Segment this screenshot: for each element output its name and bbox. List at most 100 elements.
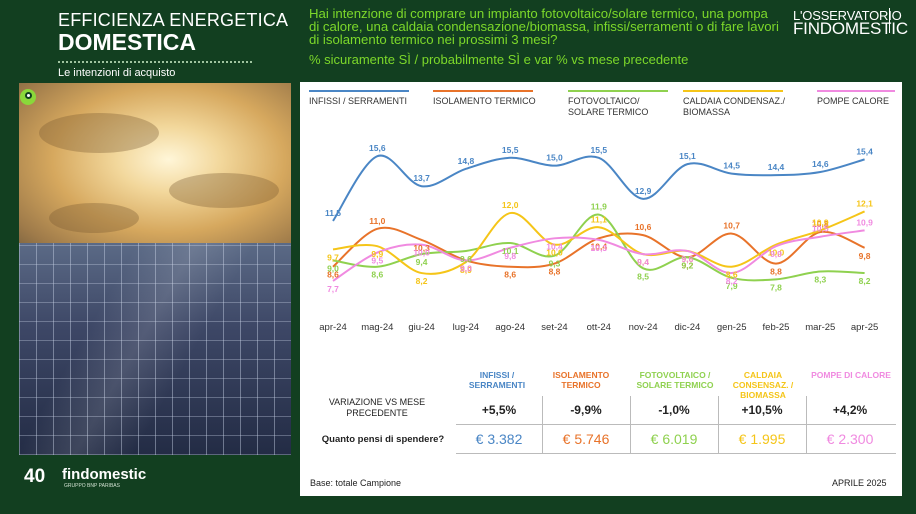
solar-panel-grid [19, 243, 291, 455]
brand-logo: L'OSSERVATORIO FINDOMESTIC [793, 9, 908, 37]
data-label: 10,1 [502, 246, 519, 256]
variation-cell: -9,9% [570, 403, 602, 417]
data-label: 9,2 [681, 260, 693, 270]
page-title-line2: DOMESTICA [58, 29, 196, 55]
x-tick-label: mar-25 [805, 322, 836, 333]
data-label: 11,5 [325, 208, 341, 218]
base-note: Base: totale Campione [310, 478, 402, 488]
data-label: 10,0 [546, 248, 563, 258]
data-label: 10,3 [591, 243, 608, 253]
table-header: FOTOVOLTAICO / SOLARE TERMICO [636, 370, 714, 390]
data-label: 9,0 [460, 263, 472, 273]
data-label: 8,2 [416, 276, 428, 286]
footer-logo-area [19, 455, 291, 514]
table-divider [718, 396, 719, 453]
data-label: 15,0 [546, 153, 563, 163]
cloud-shape [169, 173, 279, 208]
series-line [332, 210, 865, 275]
variation-cell: +10,5% [741, 403, 783, 417]
data-label: 9,6 [681, 254, 693, 264]
series-line [332, 229, 865, 282]
data-label: 8,2 [859, 276, 871, 286]
legend-item: POMPE CALORE [817, 90, 895, 107]
data-label: 9,8 [859, 251, 871, 261]
x-tick-label: set-24 [541, 322, 568, 333]
legend-label: CALDAIA CONDENSAZ./ BIOMASSA [683, 96, 786, 117]
legend-line [817, 90, 895, 92]
title-divider [58, 61, 252, 63]
x-tick-label: feb-25 [762, 322, 790, 333]
data-label: 8,8 [770, 267, 782, 277]
series-line [332, 213, 865, 282]
data-label: 8,5 [637, 271, 649, 281]
data-label: 9,9 [371, 249, 383, 259]
legend-label: FOTOVOLTAICO/ SOLARE TERMICO [568, 96, 649, 117]
data-label: 10,3 [413, 243, 430, 253]
legend-label: POMPE CALORE [817, 96, 890, 106]
data-label: 8,8 [549, 267, 561, 277]
data-label: 9,7 [327, 252, 339, 262]
page-subtitle: Le intenzioni di acquisto [58, 67, 176, 79]
data-label: 10,4 [546, 241, 563, 251]
variation-cell: +4,2% [832, 403, 868, 417]
data-label: 8,6 [726, 270, 738, 280]
data-label: 10,9 [812, 217, 829, 227]
variation-cell: +5,5% [481, 403, 517, 417]
data-label: 14,6 [812, 159, 829, 169]
table-divider [806, 396, 807, 453]
findomestic-logo: findomestic [62, 466, 147, 483]
table-header: POMPE DI CALORE [811, 370, 891, 380]
data-label: 10,6 [635, 222, 652, 232]
solar-panel-shine [19, 243, 291, 455]
data-label: 11,1 [591, 214, 607, 224]
data-label: 10,0 [768, 248, 785, 258]
legend-line [309, 90, 409, 92]
data-label: 9,4 [637, 257, 649, 267]
data-label: 8,2 [726, 276, 738, 286]
x-tick-label: gen-25 [716, 322, 747, 333]
data-label: 15,5 [502, 145, 519, 155]
data-label: 10,0 [413, 248, 430, 258]
sky-image [19, 83, 291, 253]
data-label: 12,0 [502, 200, 519, 210]
spend-cell: € 1.995 [738, 431, 786, 447]
legend-line [433, 90, 533, 92]
data-label: 9,0 [327, 263, 339, 273]
data-label: 9,9 [770, 249, 782, 259]
cloud-shape [49, 203, 139, 233]
spend-cell: € 5.746 [562, 431, 610, 447]
data-label: 8,6 [327, 270, 339, 280]
spend-row-label: Quanto pensi di spendere? [321, 434, 445, 445]
data-label: 7,7 [327, 284, 339, 294]
data-label: 9,4 [637, 257, 649, 267]
x-tick-label: nov-24 [628, 322, 658, 333]
findomestic-logo-sub: GRUPPO BNP PARIBAS [64, 483, 120, 489]
data-label: 8,3 [814, 274, 826, 284]
legend-item: INFISSI / SERRAMENTI [309, 90, 409, 107]
anniversary-logo: 40 [24, 466, 46, 487]
table-header: ISOLAMENTO TERMICO [552, 370, 610, 390]
variation-row-label: VARIAZIONE VS MESE PRECEDENTE [328, 397, 426, 418]
report-date: APRILE 2025 [832, 478, 887, 488]
brand-frame [789, 8, 890, 33]
data-label: 9,0 [460, 263, 472, 273]
legend-label: INFISSI / SERRAMENTI [309, 96, 408, 106]
survey-question: Hai intenzione di comprare un impianto f… [309, 6, 779, 47]
table-divider [456, 424, 896, 425]
data-label: 9,8 [504, 251, 516, 261]
table-divider [542, 396, 543, 453]
data-label: 10,4 [591, 241, 608, 251]
data-label: 12,1 [856, 198, 873, 208]
legend-item: CALDAIA CONDENSAZ./ BIOMASSA [683, 90, 793, 118]
data-label: 10,5 [812, 224, 829, 234]
page-title-line1: EFFICIENZA ENERGETICA [58, 10, 289, 30]
data-label: 15,4 [856, 146, 873, 156]
x-tick-label: lug-24 [452, 322, 480, 333]
table-header: CALDAIA CONSENSAZ. / BIOMASSA [732, 370, 794, 400]
data-label: 9,3 [549, 259, 561, 269]
series-line [332, 154, 865, 222]
data-label: 9,4 [416, 257, 428, 267]
eye-icon [20, 89, 36, 105]
data-label: 11,9 [591, 202, 607, 212]
table-divider [630, 396, 631, 453]
